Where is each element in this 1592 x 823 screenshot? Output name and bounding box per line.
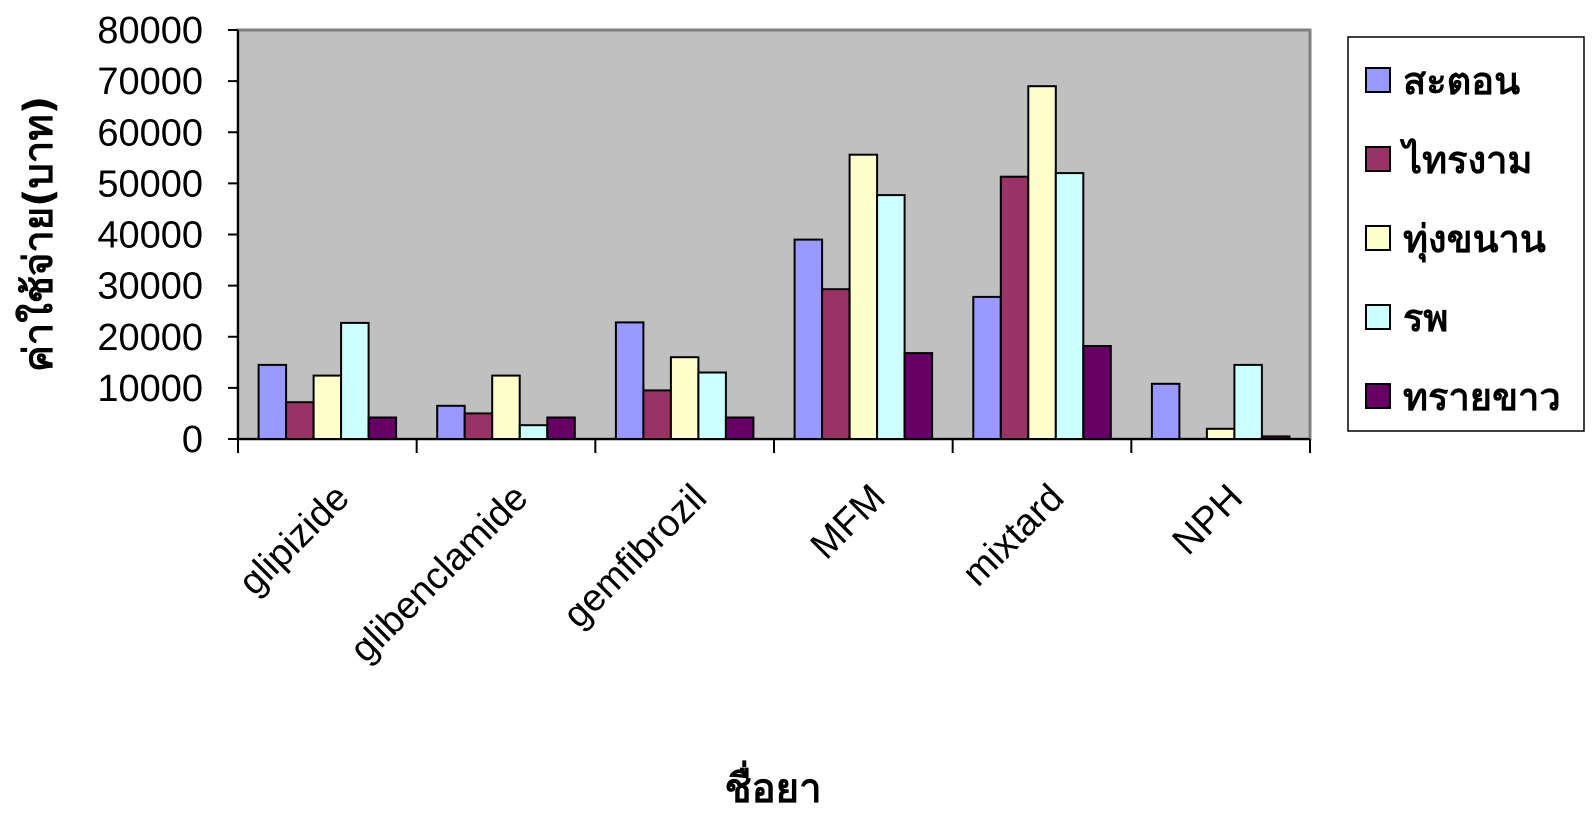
y-tick-label: 70000 [97, 61, 203, 103]
bar-mfm-series-2 [821, 288, 851, 441]
x-tick-label: glibenclamide [342, 477, 536, 671]
bar-mixtard-series-3 [1027, 85, 1057, 440]
bar-glipizide-series-3 [312, 374, 343, 441]
bar-gemfibrozil-series-4 [697, 371, 727, 440]
bar-gemfibrozil-series-2 [642, 389, 672, 440]
y-tick-label: 80000 [97, 10, 203, 52]
y-axis-ticks: 0 10000 20000 30000 40000 50000 60000 70000 8000… [97, 10, 238, 461]
x-tick-label: MFM [803, 477, 894, 568]
legend-label: ทุ่งขนาน [1403, 217, 1546, 263]
bar-mixtard-series-4 [1054, 172, 1085, 440]
y-axis-title: ค่าใช้จ่าย(บาท) [15, 96, 62, 372]
legend-label: ไทรงาม [1399, 138, 1533, 182]
y-tick-label: 20000 [97, 317, 203, 359]
y-tick-label: 60000 [97, 112, 203, 154]
bar-nph-series-4 [1233, 363, 1263, 440]
bar-nph-series-1 [1150, 382, 1181, 440]
x-tick-label: mixtard [955, 477, 1073, 595]
legend-label: ทรายขาว [1403, 375, 1561, 419]
bar-mixtard-series-1 [972, 295, 1002, 440]
bar-glibenclamide-series-4 [518, 424, 549, 441]
bar-gemfibrozil-series-3 [669, 356, 700, 441]
y-tick-label: 0 [182, 419, 203, 461]
y-tick-label: 40000 [97, 215, 203, 257]
bar-glibenclamide-series-5 [546, 416, 576, 440]
bar-gemfibrozil-series-5 [724, 416, 755, 440]
bar-glibenclamide-series-1 [436, 404, 466, 440]
bar-glipizide-series-1 [257, 363, 288, 440]
x-tick-label: NPH [1165, 477, 1251, 563]
legend-swatch [1365, 146, 1391, 172]
bar-glipizide-series-2 [285, 401, 315, 441]
bar-glibenclamide-series-3 [491, 374, 521, 441]
bar-glipizide-series-4 [340, 321, 370, 440]
legend-swatch [1365, 225, 1391, 251]
legend-label: รพ [1403, 296, 1448, 340]
bar-mfm-series-3 [848, 153, 879, 440]
plot-area [236, 28, 1312, 441]
legend-swatch [1365, 304, 1391, 330]
x-axis-title: ชื่อยา [724, 760, 821, 812]
legend-label: สะตอน [1403, 59, 1520, 103]
bar-mfm-series-4 [876, 194, 906, 440]
bar-nph-series-3 [1205, 427, 1236, 440]
legend-swatch [1365, 67, 1391, 93]
y-tick-label: 30000 [97, 266, 203, 308]
legend-swatch [1365, 383, 1391, 409]
x-tick-label: glipizide [231, 477, 358, 604]
bar-mfm-series-5 [903, 352, 934, 441]
bar-glibenclamide-series-2 [463, 412, 494, 440]
bar-glipizide-series-5 [367, 416, 398, 440]
bar-mixtard-series-2 [999, 175, 1030, 440]
y-tick-label: 50000 [97, 163, 203, 205]
y-tick-label: 10000 [97, 368, 203, 410]
bars-group [257, 85, 1291, 441]
bar-gemfibrozil-series-1 [614, 321, 645, 440]
x-tick-label: gemfibrozil [555, 477, 715, 637]
bar-mfm-series-1 [793, 238, 824, 440]
bar-mixtard-series-5 [1082, 345, 1112, 440]
